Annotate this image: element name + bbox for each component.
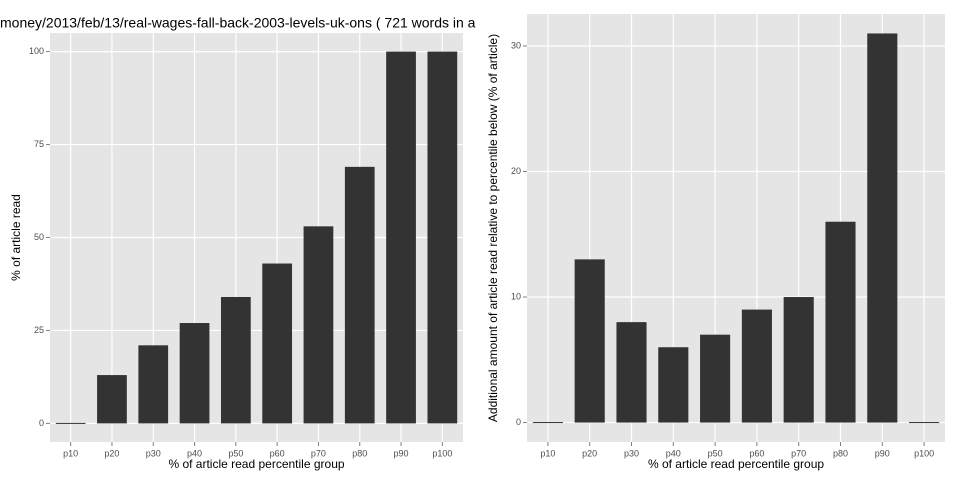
bar (97, 375, 127, 424)
x-tick-label: p70 (311, 448, 326, 458)
x-tick-label: p100 (914, 448, 934, 458)
bar (262, 263, 293, 424)
bar (344, 166, 375, 424)
x-tick-label: p50 (708, 448, 723, 458)
y-tick-label: 0 (516, 417, 521, 427)
chart-title: money/2013/feb/13/real-wages-fall-back-2… (0, 15, 476, 31)
x-axis-title: % of article read percentile group (648, 457, 824, 471)
bar (303, 226, 334, 424)
x-tick-label: p40 (666, 448, 681, 458)
bar (700, 334, 731, 423)
x-tick-label: p10 (63, 448, 78, 458)
x-tick-label: p30 (624, 448, 639, 458)
x-tick-label: p90 (875, 448, 890, 458)
bar (386, 51, 416, 424)
y-tick-label: 0 (39, 418, 44, 428)
bar (867, 33, 898, 423)
bar (825, 221, 856, 423)
bar (783, 297, 814, 423)
x-tick-label: p60 (270, 448, 285, 458)
y-tick-label: 30 (511, 40, 521, 50)
y-axis-title: Additional amount of article read relati… (486, 34, 500, 422)
x-tick-label: p70 (791, 448, 806, 458)
x-tick-label: p20 (104, 448, 119, 458)
bar (909, 422, 940, 424)
x-tick-label: p80 (352, 448, 367, 458)
x-tick-label: p80 (833, 448, 848, 458)
x-tick-label: p40 (187, 448, 202, 458)
x-axis-title: % of article read percentile group (168, 457, 344, 471)
bar (532, 422, 563, 424)
bar (138, 345, 169, 424)
y-tick-label: 50 (34, 232, 44, 242)
x-tick-label: p60 (749, 448, 764, 458)
bar (220, 296, 251, 424)
x-tick-label: p100 (432, 448, 452, 458)
y-tick-label: 20 (511, 166, 521, 176)
y-tick-label: 75 (34, 139, 44, 149)
y-axis-title: % of article read (9, 194, 23, 281)
y-tick-label: 10 (511, 291, 521, 301)
bar (616, 322, 647, 423)
bar (741, 309, 772, 423)
x-tick-label: p30 (146, 448, 161, 458)
x-tick-label: p20 (582, 448, 597, 458)
bar (179, 323, 210, 424)
x-tick-label: p10 (540, 448, 555, 458)
bar (658, 347, 689, 423)
bar (55, 422, 86, 424)
bar (574, 259, 605, 423)
x-tick-label: p50 (228, 448, 243, 458)
y-tick-label: 25 (34, 325, 44, 335)
bar (427, 51, 458, 424)
y-tick-label: 100 (29, 46, 44, 56)
x-tick-label: p90 (394, 448, 409, 458)
